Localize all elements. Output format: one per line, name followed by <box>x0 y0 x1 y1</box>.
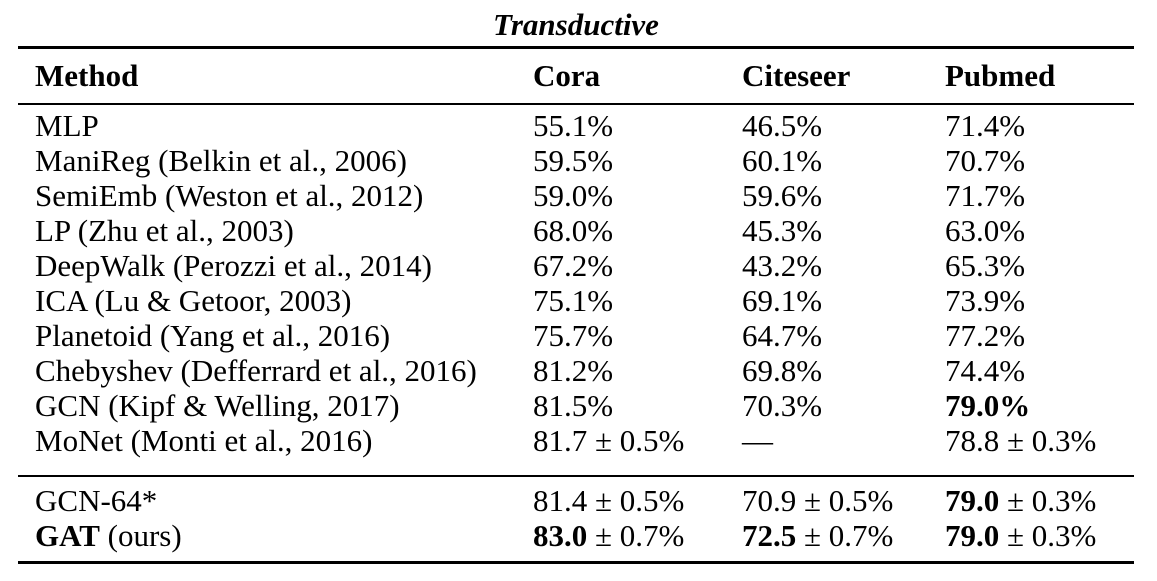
results-table: Method Cora Citeseer Pubmed MLP 55.1% 46… <box>18 46 1134 564</box>
header-row: Method Cora Citeseer Pubmed <box>18 48 1134 104</box>
score-value: 59.0% <box>533 178 614 213</box>
method-name: Chebyshev <box>35 353 173 388</box>
method-name: SemiEmb <box>35 178 158 213</box>
score-value: 43.2% <box>742 248 823 283</box>
score-value: 79.0 <box>945 483 1000 518</box>
missing-value-dash: — <box>742 423 773 458</box>
method-citation: (Weston et al., 2012) <box>157 178 424 213</box>
column-header-method: Method <box>35 58 139 93</box>
score-value: 59.6% <box>742 178 823 213</box>
score-value: 73.9% <box>945 283 1026 318</box>
score-uncertainty: ± 0.3% <box>999 518 1097 553</box>
method-citation: (Perozzi et al., 2014) <box>165 248 432 283</box>
method-name: MLP <box>35 108 99 143</box>
table-row: ICA (Lu & Getoor, 2003) 75.1% 69.1% 73.9… <box>18 283 1134 318</box>
score-value: 65.3% <box>945 248 1026 283</box>
column-header-pubmed: Pubmed <box>945 58 1056 93</box>
score-uncertainty: ± 0.3% <box>999 423 1097 458</box>
table-row: LP (Zhu et al., 2003) 68.0% 45.3% 63.0% <box>18 213 1134 248</box>
score-value: 81.4 <box>533 483 588 518</box>
column-header-cora: Cora <box>533 58 601 93</box>
score-value: 69.8% <box>742 353 823 388</box>
score-value: 55.1% <box>533 108 614 143</box>
score-value: 78.8 <box>945 423 1000 458</box>
score-uncertainty: ± 0.5% <box>587 483 685 518</box>
score-value: 59.5% <box>533 143 614 178</box>
method-citation: (Zhu et al., 2003) <box>70 213 294 248</box>
score-value: 75.7% <box>533 318 614 353</box>
table-row: MLP 55.1% 46.5% 71.4% <box>18 104 1134 143</box>
score-value: 70.9 <box>742 483 797 518</box>
score-uncertainty: ± 0.7% <box>796 518 894 553</box>
score-value: 81.7 <box>533 423 588 458</box>
score-value: 74.4% <box>945 353 1026 388</box>
method-citation: (Monti et al., 2016) <box>122 423 373 458</box>
score-value: 46.5% <box>742 108 823 143</box>
score-value: 68.0% <box>533 213 614 248</box>
table-row: Chebyshev (Defferrard et al., 2016) 81.2… <box>18 353 1134 388</box>
score-value: 75.1% <box>533 283 614 318</box>
method-citation: (Kipf & Welling, 2017) <box>100 388 400 423</box>
score-uncertainty: ± 0.3% <box>999 483 1097 518</box>
table-row: SemiEmb (Weston et al., 2012) 59.0% 59.6… <box>18 178 1134 213</box>
ours-rows: GCN-64* 81.4 ± 0.5% 70.9 ± 0.5% 79.0 ± 0… <box>18 476 1134 563</box>
score-uncertainty: ± 0.7% <box>587 518 685 553</box>
score-value: 70.3% <box>742 388 823 423</box>
method-name: ManiReg <box>35 143 151 178</box>
method-citation: (Yang et al., 2016) <box>152 318 391 353</box>
method-citation: (Lu & Getoor, 2003) <box>86 283 352 318</box>
score-value: 79.0 <box>945 518 1000 553</box>
method-name: MoNet <box>35 423 123 458</box>
score-value: 60.1% <box>742 143 823 178</box>
score-value: 71.4% <box>945 108 1026 143</box>
score-value: 64.7% <box>742 318 823 353</box>
table-row: GCN-64* 81.4 ± 0.5% 70.9 ± 0.5% 79.0 ± 0… <box>18 476 1134 518</box>
score-value: 69.1% <box>742 283 823 318</box>
table-title: Transductive <box>493 7 659 42</box>
method-name: GCN <box>35 388 101 423</box>
table-header: Method Cora Citeseer Pubmed <box>18 48 1134 104</box>
score-value: 45.3% <box>742 213 823 248</box>
score-value: 81.2% <box>533 353 614 388</box>
method-name: GAT <box>35 518 100 553</box>
score-uncertainty: ± 0.5% <box>587 423 685 458</box>
method-name: ICA <box>35 283 87 318</box>
table-row: DeepWalk (Perozzi et al., 2014) 67.2% 43… <box>18 248 1134 283</box>
method-citation: (Belkin et al., 2006) <box>150 143 407 178</box>
score-value: 79.0% <box>945 388 1031 423</box>
method-name: Planetoid <box>35 318 153 353</box>
method-citation: (ours) <box>99 518 182 553</box>
table-row: GAT (ours) 83.0 ± 0.7% 72.5 ± 0.7% 79.0 … <box>18 518 1134 563</box>
score-value: 81.5% <box>533 388 614 423</box>
table-row: ManiReg (Belkin et al., 2006) 59.5% 60.1… <box>18 143 1134 178</box>
score-value: 71.7% <box>945 178 1026 213</box>
score-value: 77.2% <box>945 318 1026 353</box>
score-value: 70.7% <box>945 143 1026 178</box>
table-row: Planetoid (Yang et al., 2016) 75.7% 64.7… <box>18 318 1134 353</box>
score-value: 72.5 <box>742 518 797 553</box>
table-row: GCN (Kipf & Welling, 2017) 81.5% 70.3% 7… <box>18 388 1134 423</box>
score-value: 67.2% <box>533 248 614 283</box>
score-uncertainty: ± 0.5% <box>796 483 894 518</box>
column-header-citeseer: Citeseer <box>742 58 851 93</box>
method-name: LP <box>35 213 71 248</box>
method-name: DeepWalk <box>35 248 166 283</box>
table-row: MoNet (Monti et al., 2016) 81.7 ± 0.5% —… <box>18 423 1134 476</box>
method-citation: (Defferrard et al., 2016) <box>172 353 477 388</box>
baseline-rows: MLP 55.1% 46.5% 71.4% ManiReg (Belkin et… <box>18 104 1134 476</box>
method-name: GCN-64* <box>35 483 158 518</box>
score-value: 63.0% <box>945 213 1026 248</box>
score-value: 83.0 <box>533 518 588 553</box>
